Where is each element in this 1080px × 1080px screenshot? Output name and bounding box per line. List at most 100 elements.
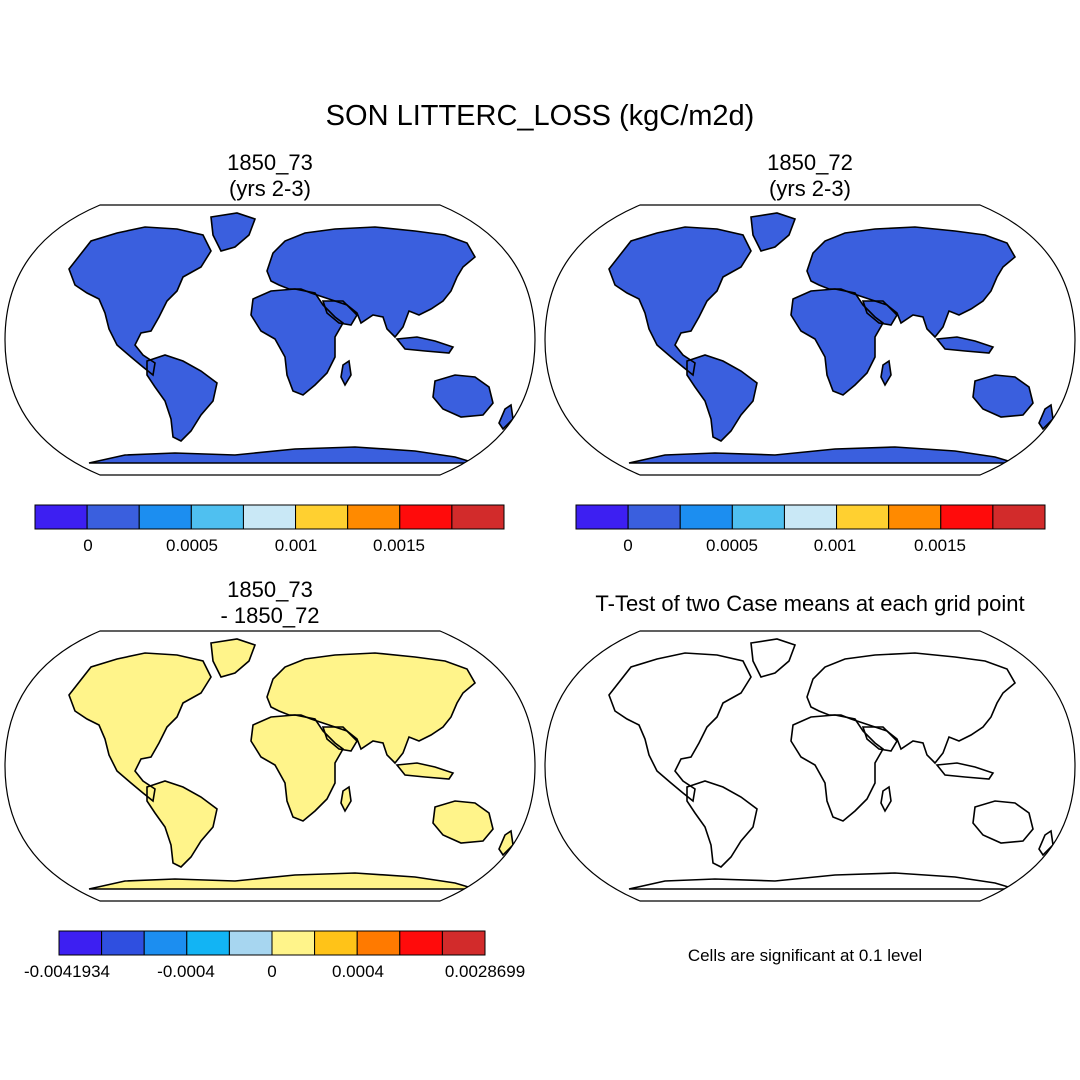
map-panel-case1 — [4, 204, 536, 476]
colorbar-swatch — [731, 504, 785, 530]
colorbar-swatch — [190, 504, 244, 530]
colorbar-tick-label: 0.0015 — [914, 536, 966, 555]
map-cell — [1032, 890, 1035, 893]
panel-title-ttest: T-Test of two Case means at each grid po… — [555, 591, 1065, 617]
colorbar-swatch — [399, 504, 453, 530]
map-cell — [1014, 643, 1018, 647]
map-cell — [569, 649, 572, 652]
map-cell — [577, 870, 580, 873]
map-cell — [1000, 893, 1003, 896]
panel-title-line: 1850_73 — [227, 577, 313, 602]
colorbar-tick-label: 0 — [83, 536, 92, 555]
map-cell — [1074, 690, 1077, 693]
map-cell — [612, 634, 615, 637]
map-cell — [572, 632, 575, 635]
colorbar-tick-label: 0.001 — [275, 536, 318, 555]
colorbar-swatch — [101, 930, 145, 956]
map-cell — [1016, 639, 1020, 643]
significance-note: Cells are significant at 0.1 level — [687, 946, 923, 965]
map-cell — [552, 639, 555, 642]
map-panel-case2 — [544, 204, 1076, 476]
map-cell — [1041, 893, 1044, 896]
map-cell — [1028, 886, 1032, 889]
colorbar-tick-label: 0.001 — [814, 536, 857, 555]
map-cell — [1072, 639, 1075, 642]
map-cell — [1015, 887, 1019, 889]
map-cell — [553, 637, 556, 640]
map-cell — [557, 855, 560, 858]
map-cell — [552, 697, 555, 700]
colorbar-swatch — [138, 504, 192, 530]
map-frame — [544, 630, 1076, 902]
map-ocean — [545, 631, 1075, 901]
map-cell — [1057, 633, 1060, 636]
map-cell — [1036, 644, 1040, 648]
panel-title-line: 1850_73 — [227, 150, 313, 175]
colorbar-swatch — [86, 504, 140, 530]
panel-title-line: T-Test of two Case means at each grid po… — [595, 591, 1025, 616]
map-cell — [556, 862, 559, 865]
colorbar-swatch — [836, 504, 890, 530]
panel-title-line: 1850_72 — [767, 150, 853, 175]
colorbar-swatch — [228, 930, 273, 956]
map-frame — [4, 204, 536, 476]
panel-title-case1: 1850_73 (yrs 2-3) — [150, 150, 390, 202]
map-cell — [1041, 631, 1044, 634]
map-cell — [1059, 862, 1062, 865]
map-cell — [1031, 639, 1035, 642]
map-cell — [555, 680, 558, 683]
colorbar-tick-label: 0.0028699 — [445, 962, 525, 981]
colorbar-swatch — [627, 504, 681, 530]
map-cell — [587, 881, 590, 884]
colorbar-case2: 0 0.0005 0.001 0.0015 — [575, 504, 1046, 555]
map-cell — [1063, 897, 1066, 900]
map-cell — [576, 869, 579, 872]
map-cell — [578, 661, 581, 664]
colorbar-swatch — [679, 504, 733, 530]
map-cell — [611, 635, 614, 638]
map-cell — [593, 637, 596, 640]
map-cell — [1043, 893, 1046, 896]
map-cell — [575, 871, 578, 874]
figure-title: SON LITTERC_LOSS (kgC/m2d) — [325, 100, 755, 132]
map-cell — [1053, 860, 1056, 863]
map-cell — [1058, 673, 1061, 676]
map-cell — [1062, 679, 1065, 682]
map-cell — [1040, 632, 1043, 635]
map-cell — [549, 683, 552, 686]
colorbar-diff: -0.0041934 -0.0004 0 0.0004 0.0028699 — [24, 930, 525, 981]
colorbar-swatch — [451, 504, 505, 530]
panel-title-line: (yrs 2-3) — [769, 176, 851, 201]
map-cell — [1036, 648, 1040, 652]
map-cell — [558, 673, 561, 676]
map-cell — [1028, 631, 1031, 634]
map-cell — [546, 856, 549, 859]
map-cell — [600, 635, 603, 638]
map-cell — [1071, 884, 1074, 887]
map-cell — [1049, 632, 1052, 635]
map-cell — [565, 641, 568, 644]
map-cell — [554, 843, 557, 846]
map-cell — [1064, 632, 1067, 635]
map-cell — [1068, 833, 1071, 836]
colorbar-tick-label: 0.0004 — [332, 962, 384, 981]
map-cell — [1070, 662, 1073, 665]
colorbar-swatch — [888, 504, 942, 530]
colorbar-swatch — [58, 930, 103, 956]
map-cell — [580, 647, 583, 650]
colorbar-swatch — [34, 504, 88, 530]
map-cell — [1058, 872, 1061, 875]
map-cell — [545, 716, 548, 719]
colorbar-swatch — [992, 504, 1046, 530]
map-cell — [1043, 671, 1047, 675]
colorbar-swatch — [314, 930, 358, 956]
map-panel-ttest — [544, 630, 1077, 902]
map-cell — [559, 688, 562, 691]
map-frame — [4, 630, 536, 902]
map-cell — [1072, 709, 1075, 712]
map-cell — [561, 884, 564, 887]
map-cell — [1057, 847, 1060, 850]
map-cell — [1066, 674, 1069, 677]
colorbar-swatch — [783, 504, 838, 530]
map-cell — [596, 891, 599, 894]
